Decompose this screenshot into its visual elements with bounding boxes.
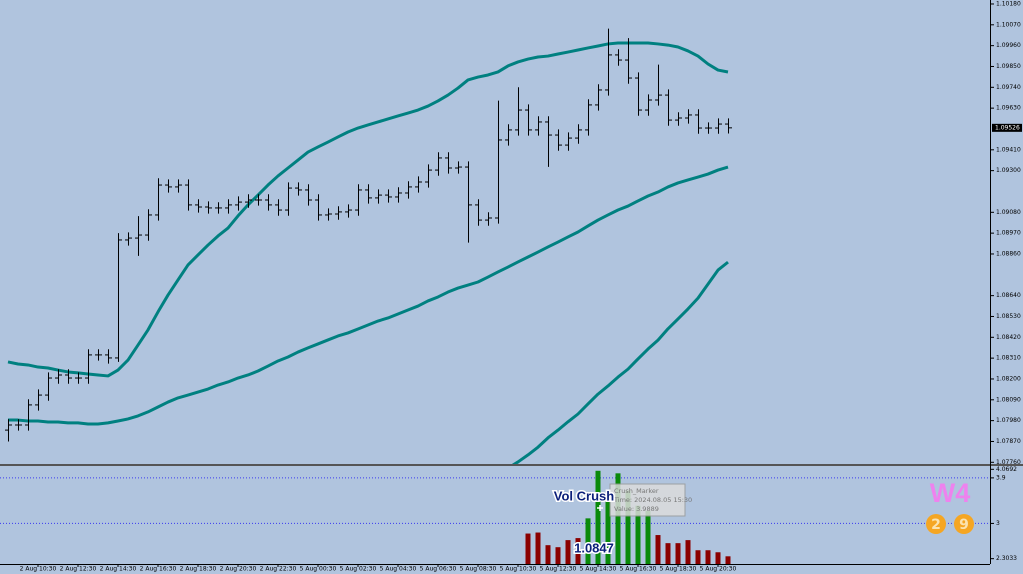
x-tick-label: 2 Aug 18:30 xyxy=(180,566,217,573)
x-tick-label: 5 Aug 08:30 xyxy=(460,566,497,573)
x-tick-label: 2 Aug 14:30 xyxy=(100,566,137,573)
indicator-panel xyxy=(0,470,990,564)
x-tick-label: 5 Aug 06:30 xyxy=(420,566,457,573)
band-line xyxy=(511,260,729,464)
current-price-label: 1.09526 xyxy=(995,124,1020,131)
volume-bar xyxy=(625,490,631,564)
tooltip-box xyxy=(609,483,686,517)
current-price-box xyxy=(992,123,1022,132)
volume-bar xyxy=(595,470,601,564)
logo-circle xyxy=(954,514,974,534)
volume-bar xyxy=(635,505,641,564)
y-tick-label: 1.08530 xyxy=(996,313,1021,320)
volume-bar xyxy=(725,556,731,564)
y-tick-label: 1.10070 xyxy=(996,21,1021,28)
y-tick-label: 3 xyxy=(996,520,1000,527)
band-line xyxy=(8,165,729,426)
volume-bar xyxy=(675,543,681,564)
tooltip-line: Time: 2024.08.05 15:30 xyxy=(613,496,692,504)
x-tick-label: 2 Aug 20:30 xyxy=(220,566,257,573)
x-tick-label: 2 Aug 16:30 xyxy=(140,566,177,573)
y-tick-label: 1.08860 xyxy=(996,250,1021,257)
logo: W4 2 9 xyxy=(926,478,974,534)
volume-bar xyxy=(685,540,691,564)
y-tick-label: 1.08310 xyxy=(996,355,1021,362)
x-tick-label: 5 Aug 10:30 xyxy=(500,566,537,573)
y-tick-label: 1.09300 xyxy=(996,167,1021,174)
y-tick-label: 3.9 xyxy=(996,474,1006,481)
x-tick-label: 5 Aug 04:30 xyxy=(380,566,417,573)
x-tick-label: 2 Aug 12:30 xyxy=(60,566,97,573)
volume-bar xyxy=(525,533,531,564)
y-tick-label: 1.08090 xyxy=(996,396,1021,403)
logo-digit: 9 xyxy=(959,517,969,533)
y-tick-label: 1.07760 xyxy=(996,459,1021,466)
volume-bar xyxy=(555,547,561,564)
tooltip-line: Value: 3.9889 xyxy=(614,505,659,513)
volume-bar xyxy=(665,543,671,564)
y-tick-label: 1.07980 xyxy=(996,417,1021,424)
y-tick-label: 1.08640 xyxy=(996,292,1021,299)
y-tick-label: 1.08970 xyxy=(996,230,1021,237)
volume-bar xyxy=(535,532,541,564)
tooltip-line: Crush_Marker xyxy=(614,487,659,495)
y-tick-label: 1.10180 xyxy=(996,0,1021,7)
marker-cross xyxy=(597,505,603,511)
x-tick-label: 2 Aug 22:30 xyxy=(260,566,297,573)
y-tick-label: 1.09080 xyxy=(996,209,1021,216)
logo-digit: 2 xyxy=(931,517,941,533)
annotation: 1.0847 xyxy=(574,540,614,555)
y-tick-label: 1.09850 xyxy=(996,63,1021,70)
volume-bar xyxy=(575,538,581,564)
y-tick-label: 1.08420 xyxy=(996,334,1021,341)
volume-bar xyxy=(565,540,571,564)
volume-bar xyxy=(615,473,621,564)
volume-bar xyxy=(545,545,551,564)
volume-bar xyxy=(655,535,661,564)
x-tick-label: 5 Aug 18:30 xyxy=(660,566,697,573)
y-tick-label: 2.3033 xyxy=(996,555,1017,562)
logo-circle xyxy=(926,514,946,534)
y-tick-label: 1.08200 xyxy=(996,375,1021,382)
annotation: Vol Crush xyxy=(554,488,614,503)
x-tick-label: 5 Aug 02:30 xyxy=(340,566,377,573)
price-panel xyxy=(5,28,732,464)
x-tick-label: 5 Aug 12:30 xyxy=(540,566,577,573)
y-tick-label: 1.09740 xyxy=(996,84,1021,91)
x-tick-label: 2 Aug 10:30 xyxy=(20,566,57,573)
x-tick-label: 5 Aug 16:30 xyxy=(620,566,657,573)
y-tick-label: 1.09410 xyxy=(996,146,1021,153)
x-tick-label: 5 Aug 20:30 xyxy=(700,566,737,573)
x-tick-label: 5 Aug 14:30 xyxy=(580,566,617,573)
volume-bar xyxy=(585,518,591,564)
volume-bar xyxy=(645,510,651,564)
volume-bar xyxy=(705,550,711,564)
logo-title: W4 xyxy=(930,478,971,508)
volume-bar xyxy=(695,550,701,564)
y-tick-label: 4.0692 xyxy=(996,466,1017,473)
y-tick-label: 1.09960 xyxy=(996,42,1021,49)
x-tick-label: 5 Aug 00:30 xyxy=(300,566,337,573)
y-tick-label: 1.09630 xyxy=(996,105,1021,112)
volume-bar xyxy=(715,552,721,564)
volume-bar xyxy=(605,500,611,564)
y-tick-label: 1.07870 xyxy=(996,438,1021,445)
